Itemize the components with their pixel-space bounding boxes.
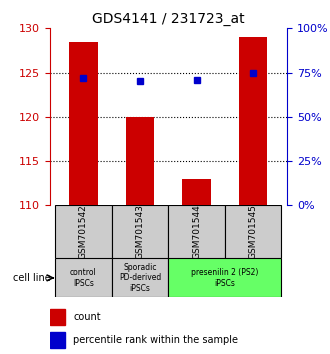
Bar <box>182 179 211 205</box>
FancyBboxPatch shape <box>112 205 168 258</box>
Text: GSM701544: GSM701544 <box>192 205 201 259</box>
FancyBboxPatch shape <box>168 258 281 297</box>
Text: Sporadic
PD-derived
iPSCs: Sporadic PD-derived iPSCs <box>119 263 161 293</box>
FancyBboxPatch shape <box>168 205 225 258</box>
FancyBboxPatch shape <box>225 205 281 258</box>
Bar <box>69 41 98 205</box>
Text: count: count <box>73 312 101 322</box>
Bar <box>239 37 267 205</box>
FancyBboxPatch shape <box>55 205 112 258</box>
Text: GSM701542: GSM701542 <box>79 205 88 259</box>
Text: presenilin 2 (PS2)
iPSCs: presenilin 2 (PS2) iPSCs <box>191 268 259 287</box>
Text: cell line: cell line <box>13 273 50 283</box>
FancyBboxPatch shape <box>55 258 112 297</box>
Bar <box>50 309 65 325</box>
Text: GSM701543: GSM701543 <box>136 204 145 259</box>
FancyBboxPatch shape <box>112 258 168 297</box>
Text: control
IPSCs: control IPSCs <box>70 268 97 287</box>
Bar <box>126 117 154 205</box>
Bar <box>50 332 65 348</box>
Title: GDS4141 / 231723_at: GDS4141 / 231723_at <box>92 12 245 26</box>
Text: GSM701545: GSM701545 <box>249 204 258 259</box>
Text: percentile rank within the sample: percentile rank within the sample <box>73 335 238 346</box>
